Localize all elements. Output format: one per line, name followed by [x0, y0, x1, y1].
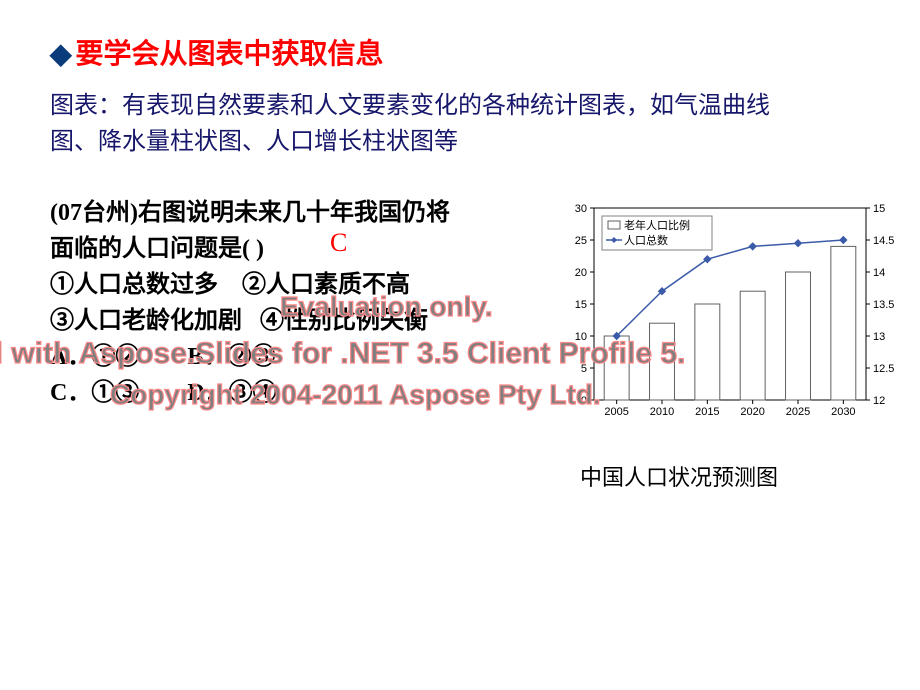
svg-text:12: 12: [873, 395, 885, 407]
choice-d: D．③④: [187, 380, 276, 406]
option-3: ③人口老龄化加剧: [50, 308, 242, 334]
svg-text:2025: 2025: [786, 406, 810, 418]
svg-text:10: 10: [575, 331, 587, 343]
population-chart: 0510152025301212.51313.51414.51520052010…: [560, 198, 900, 428]
option-4: ④性别比例失衡: [260, 308, 428, 334]
svg-text:13: 13: [873, 331, 885, 343]
choice-a: A．①②: [50, 344, 139, 370]
choice-b: B．②③: [187, 344, 275, 370]
svg-text:5: 5: [581, 363, 587, 375]
answer-row-2: C．①③ D．③④: [50, 375, 540, 411]
svg-text:2005: 2005: [604, 406, 628, 418]
option-1: ①人口总数过多: [50, 272, 218, 298]
correct-answer: C: [330, 228, 347, 258]
answer-row-1: A．①② B．②③: [50, 339, 540, 375]
svg-text:2015: 2015: [695, 406, 719, 418]
choice-c: C．①③: [50, 380, 139, 406]
question-options-row-1: ①人口总数过多 ②人口素质不高: [50, 267, 540, 303]
question-line-2: 面临的人口问题是( ): [50, 231, 540, 267]
svg-text:14: 14: [873, 267, 885, 279]
option-2: ②人口素质不高: [242, 272, 410, 298]
bullet-diamond: ◆: [50, 39, 72, 70]
svg-text:25: 25: [575, 235, 587, 247]
chart-caption: 中国人口状况预测图: [580, 460, 778, 492]
svg-text:20: 20: [575, 267, 587, 279]
svg-text:12.5: 12.5: [873, 363, 894, 375]
chart-svg: 0510152025301212.51313.51414.51520052010…: [560, 198, 900, 428]
svg-text:15: 15: [575, 299, 587, 311]
intro-paragraph: 图表：有表现自然要素和人文要素变化的各种统计图表，如气温曲线图、降水量柱状图、人…: [50, 88, 810, 160]
svg-text:14.5: 14.5: [873, 235, 894, 247]
question-options-row-2: ③人口老龄化加剧 ④性别比例失衡: [50, 303, 540, 339]
heading-text: 要学会从图表中获取信息: [76, 39, 384, 70]
svg-text:老年人口比例: 老年人口比例: [624, 218, 690, 232]
question-block: (07台州)右图说明未来几十年我国仍将 面临的人口问题是( ) ①人口总数过多 …: [50, 195, 540, 411]
svg-text:13.5: 13.5: [873, 299, 894, 311]
question-line-1: (07台州)右图说明未来几十年我国仍将: [50, 195, 540, 231]
svg-text:人口总数: 人口总数: [624, 233, 668, 247]
page-heading: ◆要学会从图表中获取信息: [50, 32, 384, 72]
svg-text:2010: 2010: [650, 406, 674, 418]
svg-text:2020: 2020: [740, 406, 764, 418]
svg-text:30: 30: [575, 203, 587, 215]
svg-text:2030: 2030: [831, 406, 855, 418]
svg-text:15: 15: [873, 203, 885, 215]
svg-text:0: 0: [581, 395, 587, 407]
